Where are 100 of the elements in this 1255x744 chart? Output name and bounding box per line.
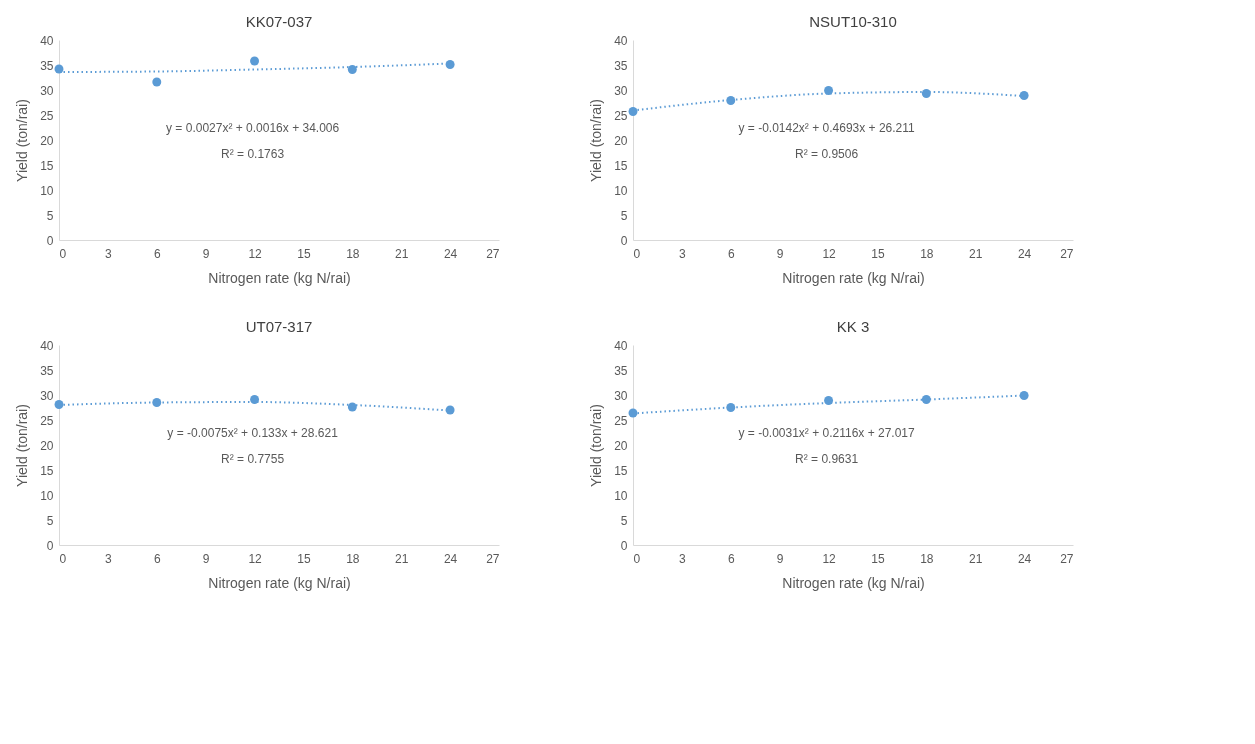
- x-tick-label: 21: [969, 551, 983, 566]
- chart-title: NSUT10-310: [809, 13, 897, 30]
- y-tick-label: 20: [614, 438, 628, 453]
- point: [726, 96, 736, 105]
- x-tick-label: 9: [776, 551, 784, 566]
- x-tick-label: 15: [297, 551, 311, 566]
- chart-title: KK 3: [836, 318, 870, 335]
- point: [824, 396, 834, 405]
- x-axis-title: Nitrogen rate (kg N/rai): [208, 574, 351, 591]
- y-tick-label: 15: [614, 158, 628, 173]
- y-tick-label: 25: [40, 108, 54, 123]
- y-axis-title: Yield (ton/rai): [588, 99, 605, 182]
- point: [921, 395, 931, 404]
- annotation: y = -0.0075x² + 0.133x + 28.621: [167, 426, 339, 440]
- point: [250, 56, 260, 66]
- y-tick-label: 5: [620, 513, 628, 528]
- y-tick-label: 35: [40, 58, 54, 73]
- x-tick-label: 3: [105, 551, 113, 566]
- x-tick-label: 27: [1060, 551, 1074, 566]
- point: [250, 395, 260, 404]
- y-tick-label: 10: [614, 183, 628, 198]
- x-tick-label: 9: [776, 246, 784, 261]
- point: [628, 408, 638, 418]
- point: [1019, 91, 1029, 100]
- x-tick-label: 15: [297, 246, 311, 261]
- y-tick-label: 40: [40, 33, 54, 48]
- y-tick-label: 15: [40, 463, 54, 478]
- point: [347, 65, 357, 74]
- annotation: R² = 0.1763: [221, 147, 285, 161]
- x-tick-label: 24: [443, 246, 458, 261]
- annotation: R² = 0.9506: [795, 147, 859, 161]
- x-tick-label: 9: [202, 246, 210, 261]
- point: [445, 60, 455, 69]
- x-tick-label: 3: [679, 551, 687, 566]
- x-tick-label: 12: [822, 551, 837, 566]
- x-tick-label: 3: [105, 246, 113, 261]
- x-tick-label: 6: [153, 246, 161, 261]
- y-tick-label: 10: [40, 183, 54, 198]
- y-tick-label: 35: [40, 363, 54, 378]
- x-tick-label: 18: [346, 246, 360, 261]
- annotation: y = -0.0142x² + 0.4693x + 26.211: [738, 121, 916, 135]
- annotation: y = 0.0027x² + 0.0016x + 34.006: [166, 121, 340, 135]
- x-tick-label: 21: [395, 246, 409, 261]
- y-tick-label: 0: [620, 538, 628, 553]
- x-tick-label: 9: [202, 551, 210, 566]
- y-tick-label: 20: [614, 133, 628, 148]
- point: [1019, 391, 1029, 400]
- chart-title: KK07-037: [245, 13, 313, 30]
- annotation: y = -0.0031x² + 0.2116x + 27.017: [738, 426, 916, 440]
- annotation: R² = 0.7755: [221, 452, 285, 466]
- x-tick-label: 0: [633, 246, 641, 261]
- y-tick-label: 25: [614, 108, 628, 123]
- x-tick-label: 24: [443, 551, 458, 566]
- y-axis-title: Yield (ton/rai): [14, 99, 31, 182]
- x-tick-label: 12: [822, 246, 837, 261]
- point: [54, 64, 64, 74]
- y-tick-label: 40: [40, 338, 54, 353]
- point: [921, 89, 931, 98]
- x-tick-label: 21: [969, 246, 983, 261]
- x-axis-title: Nitrogen rate (kg N/rai): [782, 269, 925, 286]
- y-tick-label: 5: [46, 513, 54, 528]
- x-tick-label: 18: [346, 551, 360, 566]
- annotation: R² = 0.9631: [795, 452, 859, 466]
- y-tick-label: 5: [46, 208, 54, 223]
- x-tick-label: 6: [153, 551, 161, 566]
- y-axis-title: Yield (ton/rai): [14, 404, 31, 487]
- x-tick-label: 24: [1017, 246, 1032, 261]
- x-tick-label: 27: [486, 551, 500, 566]
- x-tick-label: 21: [395, 551, 409, 566]
- y-tick-label: 0: [620, 233, 628, 248]
- y-tick-label: 0: [46, 538, 54, 553]
- point: [152, 398, 162, 407]
- y-axis-title: Yield (ton/rai): [588, 404, 605, 487]
- x-tick-label: 12: [248, 551, 263, 566]
- x-tick-label: 27: [1060, 246, 1074, 261]
- y-tick-label: 0: [46, 233, 54, 248]
- x-tick-label: 0: [633, 551, 641, 566]
- y-tick-label: 20: [40, 438, 54, 453]
- point: [628, 107, 638, 116]
- y-tick-label: 20: [40, 133, 54, 148]
- point: [726, 403, 736, 412]
- x-tick-label: 15: [871, 246, 885, 261]
- chart-title: UT07-317: [245, 318, 313, 335]
- y-tick-label: 15: [40, 158, 54, 173]
- y-tick-label: 30: [40, 388, 54, 403]
- y-tick-label: 25: [40, 413, 54, 428]
- y-tick-label: 30: [40, 83, 54, 98]
- point: [54, 400, 64, 409]
- x-tick-label: 6: [727, 246, 735, 261]
- y-tick-label: 35: [614, 363, 628, 378]
- point: [347, 402, 357, 412]
- x-tick-label: 6: [727, 551, 735, 566]
- point: [824, 86, 834, 95]
- y-tick-label: 5: [620, 208, 628, 223]
- y-tick-label: 30: [614, 83, 628, 98]
- y-tick-label: 30: [614, 388, 628, 403]
- x-tick-label: 27: [486, 246, 500, 261]
- x-axis-title: Nitrogen rate (kg N/rai): [208, 269, 351, 286]
- x-tick-label: 15: [871, 551, 885, 566]
- x-tick-label: 24: [1017, 551, 1032, 566]
